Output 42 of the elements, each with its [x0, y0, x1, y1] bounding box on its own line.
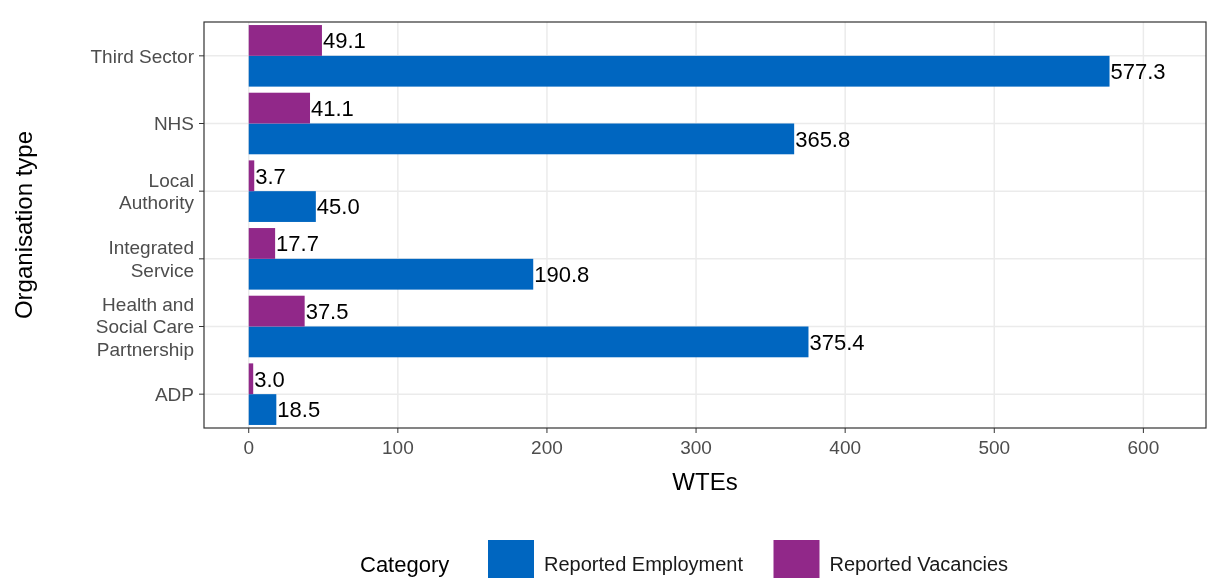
- x-tick-label: 600: [1127, 437, 1160, 458]
- data-label: 37.5: [305, 299, 349, 325]
- data-label: 3.0: [254, 366, 285, 392]
- y-tick-label: ADP: [154, 384, 194, 406]
- y-axis-title: Organisation type: [10, 130, 37, 320]
- bar: [248, 160, 255, 192]
- data-label: 190.8: [534, 262, 590, 288]
- x-tick-label: 400: [829, 437, 862, 458]
- y-tick-label: Integrated Service: [108, 237, 194, 282]
- x-tick-label: 300: [680, 437, 712, 458]
- x-tick-label: 500: [978, 437, 1011, 458]
- bar: [248, 228, 276, 259]
- data-label: 3.7: [255, 163, 286, 189]
- bar: [248, 295, 305, 327]
- x-tick-label: 0: [243, 437, 255, 458]
- data-label: 577.3: [1110, 59, 1166, 85]
- data-label: 41.1: [311, 96, 354, 122]
- bar: [248, 258, 534, 290]
- bar: [248, 92, 311, 124]
- x-tick-label: 200: [531, 437, 563, 458]
- data-label: 45.0: [316, 194, 360, 220]
- bar: [248, 326, 809, 358]
- x-axis-title: WTEs: [672, 468, 738, 495]
- data-label: 49.1: [322, 28, 366, 54]
- data-label: 18.5: [277, 397, 321, 423]
- data-label: 375.4: [809, 329, 865, 355]
- bar: [248, 363, 254, 395]
- data-label: 365.8: [795, 126, 851, 152]
- y-tick-label: Third Sector: [90, 45, 195, 67]
- bar: [248, 191, 316, 222]
- bar: [248, 123, 795, 155]
- bar: [248, 55, 1110, 87]
- bar: [248, 394, 277, 425]
- y-tick-label: Local Authority: [119, 169, 195, 214]
- bar: [248, 25, 322, 56]
- y-tick-label: NHS: [153, 113, 194, 135]
- x-tick-label: 100: [381, 437, 414, 458]
- legend-label: Reported Employment: [544, 553, 744, 576]
- y-tick-label: Health and Social Care Partnership: [95, 293, 194, 361]
- legend-label: Reported Vacancies: [829, 553, 1009, 576]
- legend-title: Category: [360, 551, 450, 577]
- data-label: 17.7: [276, 231, 319, 257]
